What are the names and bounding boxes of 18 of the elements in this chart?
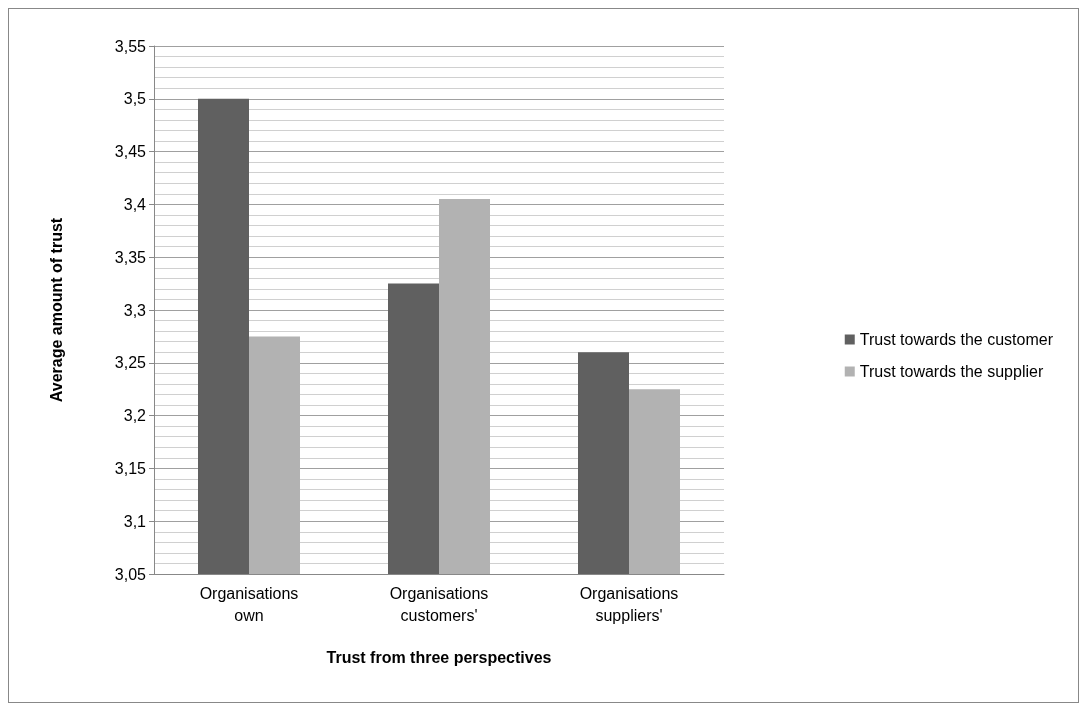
x-tick-label: Organisations suppliers' [579, 584, 679, 624]
x-axis-title: Trust from three perspectives [326, 648, 552, 666]
y-tick-label: 3,3 [123, 301, 147, 319]
y-tick-label: 3,55 [114, 37, 147, 55]
y-tick-label: 3,05 [114, 565, 147, 583]
x-tick-label: Organisations own [199, 584, 299, 624]
y-tick-label: 3,15 [114, 459, 147, 477]
y-tick-label: 3,2 [123, 407, 147, 425]
y-tick-label: 3,1 [123, 512, 147, 530]
y-tick-label: 3,35 [114, 248, 147, 266]
legend-label: Trust towards the supplier [859, 363, 1044, 380]
y-tick-label: 3,4 [123, 195, 147, 213]
y-tick-label: 3,45 [114, 143, 147, 161]
x-tick-label: Organisations customers' [389, 584, 489, 624]
y-tick-label: 3,25 [114, 354, 147, 372]
legend-label: Trust towards the customer [859, 331, 1054, 348]
y-axis-title: Average amount of trust [47, 217, 65, 403]
y-tick-label: 3,5 [123, 90, 147, 108]
